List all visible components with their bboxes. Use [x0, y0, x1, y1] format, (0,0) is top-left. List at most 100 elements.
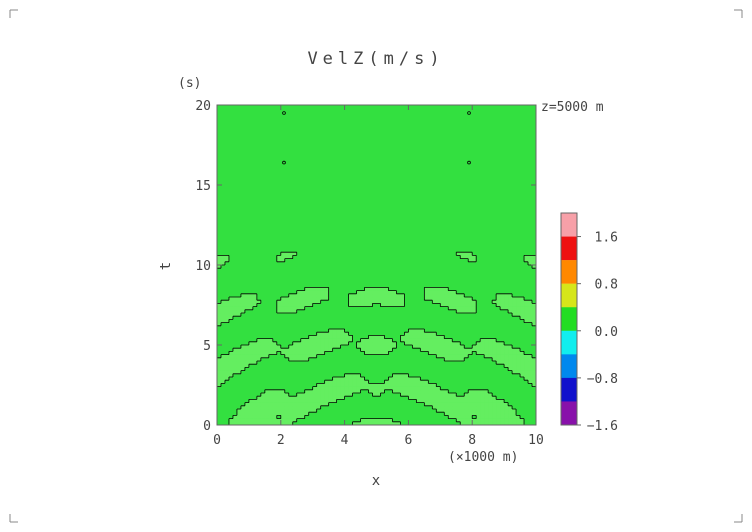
- positive-cell: [388, 418, 393, 423]
- positive-cell: [432, 332, 437, 336]
- positive-cell: [452, 290, 457, 295]
- positive-cell: [264, 354, 270, 359]
- positive-cell: [324, 332, 329, 336]
- positive-cell: [272, 421, 278, 426]
- positive-cell: [240, 418, 246, 423]
- positive-cell: [376, 345, 381, 349]
- positive-cell: [368, 351, 373, 355]
- positive-cell: [364, 380, 369, 384]
- positive-cell: [420, 341, 425, 346]
- positive-cell: [400, 373, 405, 378]
- positive-cell: [236, 361, 242, 365]
- positive-cell: [284, 354, 290, 359]
- positive-cell: [320, 389, 325, 394]
- positive-cell: [264, 348, 270, 352]
- positive-cell: [456, 300, 461, 304]
- positive-cell: [232, 309, 238, 314]
- colorbar-tick-label: −1.6: [587, 419, 618, 434]
- positive-cell: [496, 421, 501, 426]
- positive-cell: [280, 409, 286, 413]
- positive-cell: [456, 252, 461, 256]
- positive-cell: [324, 338, 329, 343]
- positive-cell: [500, 354, 505, 359]
- positive-cell: [232, 354, 238, 359]
- positive-cell: [528, 373, 533, 378]
- positive-cell: [508, 351, 513, 355]
- positive-cell: [320, 396, 325, 400]
- positive-cell: [456, 412, 461, 416]
- positive-cell: [217, 373, 222, 378]
- positive-cell: [456, 405, 461, 410]
- positive-cell: [484, 402, 489, 407]
- positive-cell: [480, 351, 485, 355]
- positive-cell: [380, 341, 385, 346]
- positive-cell: [468, 258, 473, 263]
- positive-cell: [448, 306, 453, 311]
- positive-cell: [312, 338, 317, 343]
- positive-cell: [456, 345, 461, 349]
- positive-cell: [260, 399, 266, 403]
- positive-cell: [340, 393, 345, 397]
- positive-cell: [520, 367, 525, 371]
- positive-cell: [256, 348, 262, 352]
- positive-cell: [528, 313, 533, 317]
- positive-cell: [460, 421, 465, 426]
- positive-cell: [424, 396, 429, 400]
- positive-cell: [316, 335, 321, 339]
- positive-cell: [280, 415, 286, 419]
- positive-cell: [304, 389, 310, 394]
- positive-cell: [400, 380, 405, 384]
- positive-cell: [448, 402, 453, 407]
- positive-cell: [252, 300, 258, 304]
- positive-cell: [488, 402, 493, 407]
- positive-cell: [532, 357, 537, 362]
- positive-cell: [432, 399, 437, 403]
- positive-cell: [288, 418, 294, 423]
- positive-cell: [252, 354, 258, 359]
- positive-cell: [460, 300, 465, 304]
- positive-cell: [448, 345, 453, 349]
- positive-cell: [452, 354, 457, 359]
- positive-cell: [240, 421, 246, 426]
- positive-cell: [364, 383, 369, 387]
- positive-cell: [396, 383, 401, 387]
- positive-cell: [312, 287, 317, 291]
- positive-cell: [220, 373, 226, 378]
- positive-cell: [244, 348, 250, 352]
- positive-cell: [456, 415, 461, 419]
- positive-cell: [496, 415, 501, 419]
- positive-cell: [416, 345, 421, 349]
- positive-cell: [440, 389, 445, 394]
- positive-cell: [296, 297, 302, 301]
- positive-cell: [400, 293, 405, 298]
- positive-cell: [316, 348, 321, 352]
- positive-cell: [228, 351, 234, 355]
- positive-cell: [364, 421, 369, 426]
- positive-cell: [360, 300, 365, 304]
- positive-cell: [452, 293, 457, 298]
- positive-cell: [448, 415, 453, 419]
- positive-cell: [344, 341, 349, 346]
- positive-cell: [304, 405, 310, 410]
- positive-cell: [300, 341, 306, 346]
- positive-cell: [472, 389, 477, 394]
- positive-cell: [452, 396, 457, 400]
- positive-cell: [308, 405, 313, 410]
- y-tick-label: 5: [203, 339, 211, 354]
- positive-cell: [460, 415, 465, 419]
- positive-cell: [236, 370, 242, 375]
- positive-cell: [396, 300, 401, 304]
- positive-cell: [304, 345, 310, 349]
- positive-cell: [484, 418, 489, 423]
- positive-cell: [296, 415, 302, 419]
- positive-cell: [500, 300, 505, 304]
- positive-cell: [240, 309, 246, 314]
- positive-cell: [380, 389, 385, 394]
- positive-cell: [336, 329, 341, 333]
- positive-cell: [268, 341, 274, 346]
- positive-cell: [444, 351, 449, 355]
- positive-cell: [528, 357, 533, 362]
- positive-cell: [296, 405, 302, 410]
- positive-cell: [296, 396, 302, 400]
- positive-cell: [384, 287, 389, 291]
